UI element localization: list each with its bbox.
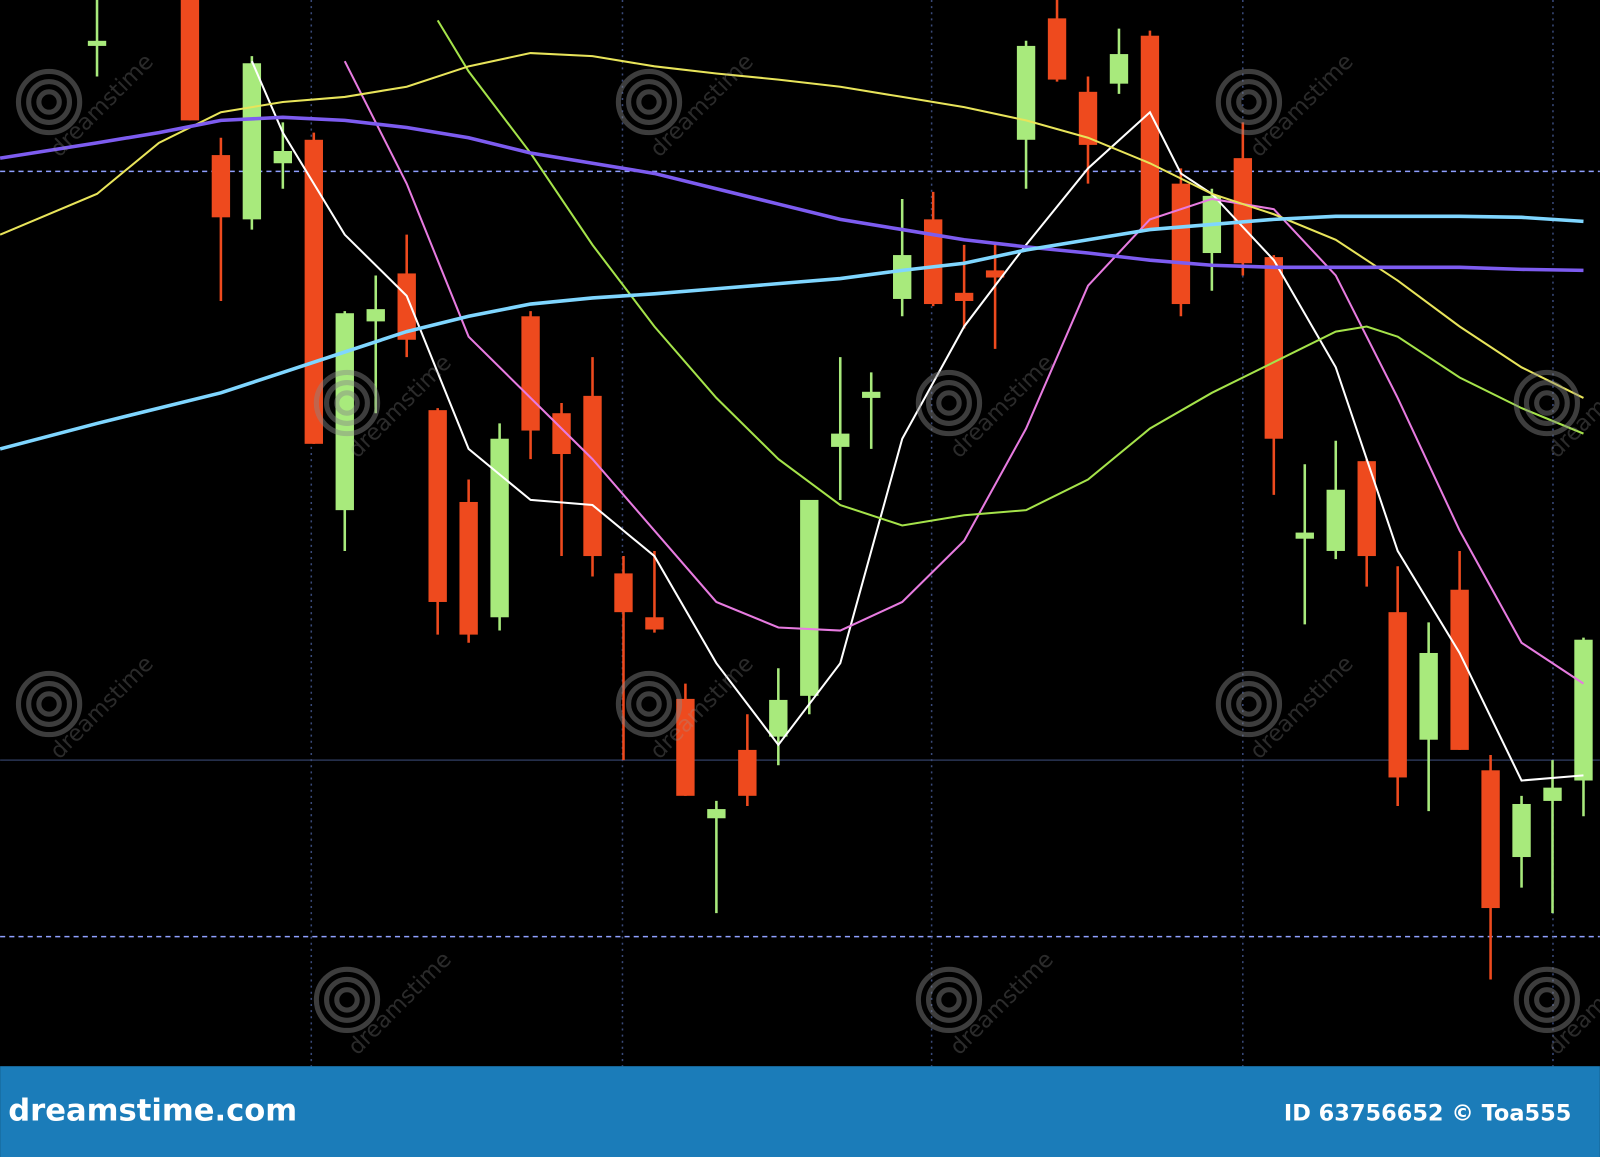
candle-body [1078,91,1098,145]
candle-body [335,313,354,511]
candle-body [769,699,788,737]
watermark-icon [313,369,381,437]
watermark-icon [626,79,672,125]
footer-credit: ID 63756652 © Toa555 [1284,1100,1571,1126]
candle-body [831,433,850,447]
candle-body [428,410,447,602]
candle-body [985,270,1005,278]
watermark-icon [1236,691,1262,717]
candle-body [583,395,602,557]
candle-body [180,0,200,121]
candle-body [1109,54,1129,84]
watermark-icon [1523,380,1570,426]
watermark-icon [1534,987,1560,1013]
watermark-icon [1513,369,1581,437]
watermark-icon [636,691,662,717]
candle-body [645,617,664,630]
candle-body [242,63,262,220]
candle-body [1450,589,1469,750]
candle-body [614,573,633,613]
candle-body [1140,35,1160,230]
moving-average-line [250,60,1584,782]
watermark-icon [1215,68,1283,136]
candle-body [1326,489,1345,551]
candle-body [366,309,385,322]
watermark-icon [915,369,983,437]
watermark-icon [334,390,360,416]
watermark-icon [324,380,370,426]
candle-body [1264,257,1283,439]
watermark-icon [615,670,683,738]
candle-body [1512,803,1531,858]
candle-body [800,499,819,696]
watermark-icon [1513,966,1581,1034]
candle-body [273,151,293,164]
candle-body [1543,787,1562,801]
moving-average-line [0,115,1584,273]
moving-average-line [343,60,1585,685]
watermark-icon [1225,681,1272,727]
watermark-icon [1225,79,1272,125]
candle-body [1419,652,1438,740]
watermark-icon [626,681,672,727]
watermark-icon [334,987,360,1013]
candle-body [1016,45,1036,140]
watermark-icon [1523,976,1570,1023]
candle-body [304,139,323,444]
moving-average-line [436,19,1584,527]
watermark-icon [324,976,370,1023]
candle-body [1388,612,1407,778]
watermark-icon [615,68,683,136]
watermark-icon [936,987,962,1013]
watermark-icon [36,691,62,717]
moving-average-line [0,214,1584,451]
candle-body [1233,158,1253,264]
candle-body [521,316,540,431]
candle-body [676,698,695,796]
candle-body [1295,532,1314,539]
candle-body [862,391,881,398]
watermark-icon [926,380,972,426]
watermark-icon [1534,390,1560,416]
watermark-icon [15,670,83,738]
candle-body [1047,18,1067,80]
watermark-icon [36,89,62,115]
watermark-icon [26,79,73,125]
candle-body [954,292,974,301]
candle-body [1574,639,1593,781]
watermark-icon [915,966,983,1034]
marks [0,0,1593,980]
footer-bar [0,1066,1600,1157]
candle-body [490,438,509,618]
watermark-icon [26,681,73,727]
watermark-icon [926,976,972,1023]
candle-body [459,501,478,635]
watermark-icon [15,68,83,136]
candle-body [1171,183,1191,305]
candle-body [707,809,726,819]
watermark-icon [936,390,962,416]
watermark-icon [313,966,381,1034]
candle-body [211,155,231,218]
watermark-icon [1215,670,1283,738]
watermark-icon [1236,89,1262,115]
candle-body [87,40,107,46]
candle-body [738,749,757,796]
candle-body [893,255,912,299]
watermark-icon [636,89,662,115]
candle-body [1357,461,1376,557]
candle-body [1481,770,1500,909]
footer-brand: dreamstime.com [8,1093,297,1128]
moving-average-line [0,52,1584,399]
candle-body [923,219,943,305]
